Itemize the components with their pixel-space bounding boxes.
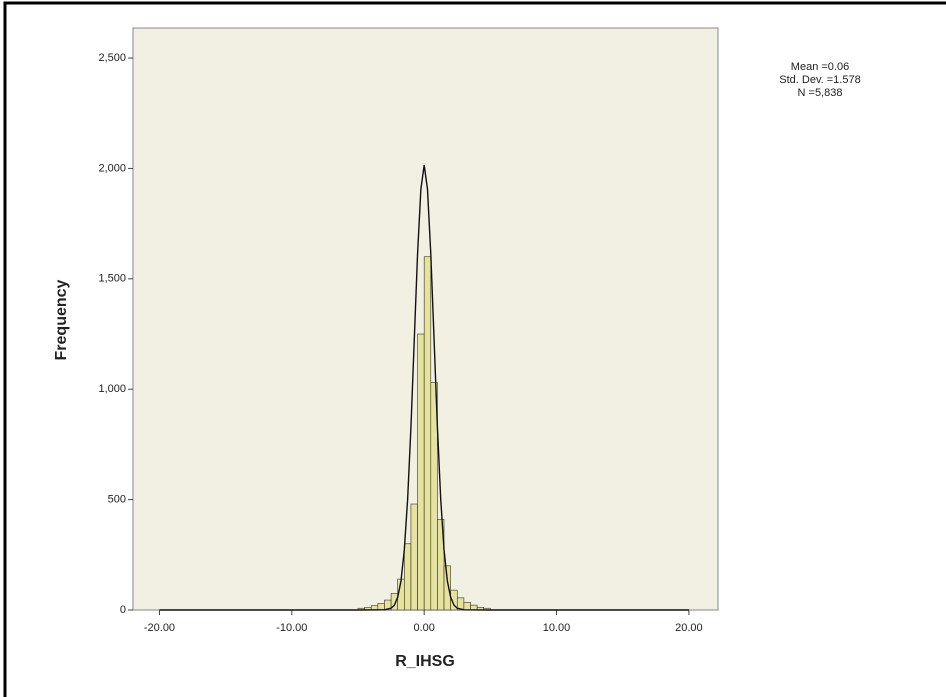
x-axis-title: R_IHSG [395, 653, 455, 670]
bar [411, 504, 418, 610]
x-tick-label: 0.00 [413, 622, 434, 634]
chart: R_IHSG Frequency Mean =0.06 Std. Dev. =1… [0, 0, 946, 697]
y-tick-label: 1,500 [98, 273, 126, 285]
annotation: Std. Dev. =1.578 [779, 74, 860, 86]
bar [404, 544, 411, 610]
y-tick-label: 500 [108, 494, 126, 506]
y-tick-label: 0 [120, 604, 126, 616]
annotation: N =5,838 [798, 87, 843, 99]
y-axis-title: Frequency [53, 279, 70, 360]
bar [464, 602, 471, 610]
x-tick-label: 20.00 [675, 622, 703, 634]
bar [444, 566, 451, 610]
y-tick-label: 2,000 [98, 162, 126, 174]
x-tick-label: -10.00 [276, 622, 307, 634]
bar [424, 257, 431, 610]
x-tick-label: -20.00 [144, 622, 175, 634]
annotation: Mean =0.06 [791, 61, 849, 73]
x-tick-label: 10.00 [543, 622, 571, 634]
bar [378, 603, 385, 610]
y-tick-label: 2,500 [98, 52, 126, 64]
y-tick-label: 1,000 [98, 383, 126, 395]
bar [418, 334, 425, 610]
